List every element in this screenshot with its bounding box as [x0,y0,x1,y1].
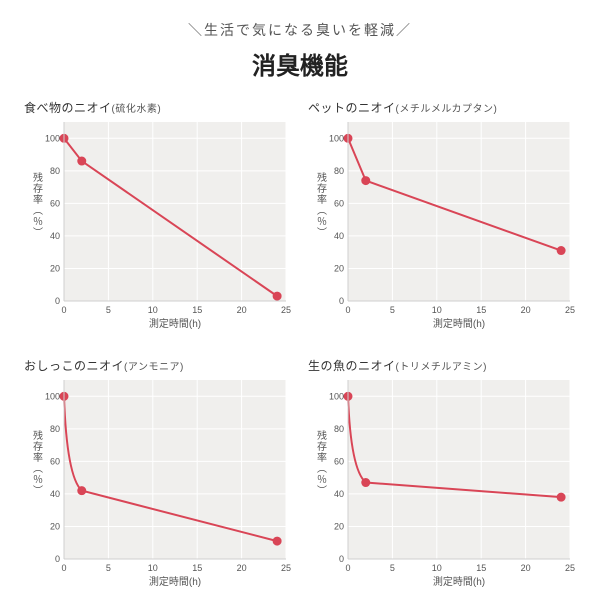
svg-text:100: 100 [329,133,344,143]
panel-title-sub: (トリメチルアミン) [396,362,487,373]
svg-text:40: 40 [50,231,60,241]
svg-text:100: 100 [45,391,60,401]
svg-text:20: 20 [521,305,531,315]
svg-text:10: 10 [148,305,158,315]
chart-area: 0 5 10 15 20 25 0 20 40 60 80 100 残存率（％） 測定時間(h) [24,118,292,333]
svg-text:100: 100 [329,391,344,401]
panel-title: 食べ物のニオイ(硫化水素) [24,99,292,116]
x-axis-label: 測定時間(h) [149,317,201,330]
svg-text:5: 5 [390,305,395,315]
svg-text:80: 80 [334,424,344,434]
svg-text:10: 10 [148,563,158,573]
panel-title: ペットのニオイ(メチルメルカプタン) [308,99,576,116]
chart-svg: 0 5 10 15 20 25 0 20 40 60 80 100 残存率（％） 測定時間(h) [308,376,576,591]
y-axis-label: 残存率（％） [315,429,327,496]
svg-text:100: 100 [45,133,60,143]
series-marker [362,177,370,185]
panel-title-sub: (硫化水素) [112,104,162,115]
svg-text:0: 0 [345,305,350,315]
svg-text:80: 80 [50,424,60,434]
x-axis-label: 測定時間(h) [433,317,485,330]
panel-title-main: 生の魚のニオイ [308,359,396,373]
svg-text:80: 80 [50,166,60,176]
svg-text:15: 15 [192,563,202,573]
x-axis-label: 測定時間(h) [433,575,485,588]
chart-grid: 食べ物のニオイ(硫化水素) 0510152025020406080100残存率（… [24,99,576,591]
svg-text:25: 25 [565,305,575,315]
svg-text:60: 60 [50,456,60,466]
svg-text:5: 5 [390,563,395,573]
svg-text:0: 0 [55,554,60,564]
main-title: 消臭機能 [252,46,348,81]
svg-text:15: 15 [192,305,202,315]
chart-area: 0 5 10 15 20 25 0 20 40 60 80 100 残存率（％） 測定時間(h) [308,376,576,591]
svg-text:40: 40 [334,231,344,241]
chart-area: 0 5 10 15 20 25 0 20 40 60 80 100 残存率（％） 測定時間(h) [24,376,292,591]
panel-1: ペットのニオイ(メチルメルカプタン) 0 5 10 15 20 25 0 20 40 60 80 10… [308,99,576,333]
panel-3: 生の魚のニオイ(トリメチルアミン) 0 5 10 15 20 25 0 20 40 60 80 100… [308,357,576,591]
chart-svg: 0 5 10 15 20 25 0 20 40 60 80 100 残存率（％） 測定時間(h) [308,118,576,333]
series-marker [273,537,281,545]
y-axis-label: 残存率（％） [31,171,43,238]
svg-text:0: 0 [61,305,66,315]
page: { "tagline": "＼生活で気になる臭いを軽減／", "main_tit… [0,0,600,600]
panel-title-sub: (アンモニア) [124,362,184,373]
panel-title: おしっこのニオイ(アンモニア) [24,357,292,374]
svg-text:15: 15 [476,305,486,315]
svg-text:60: 60 [334,198,344,208]
svg-text:10: 10 [432,563,442,573]
svg-text:40: 40 [50,489,60,499]
panel-title-main: おしっこのニオイ [24,359,124,373]
svg-text:15: 15 [476,563,486,573]
svg-text:25: 25 [281,563,291,573]
svg-text:10: 10 [432,305,442,315]
chart-area: 0 5 10 15 20 25 0 20 40 60 80 100 残存率（％） 測定時間(h) [308,118,576,333]
svg-text:20: 20 [237,305,247,315]
svg-text:40: 40 [334,489,344,499]
svg-text:5: 5 [106,305,111,315]
tagline: ＼生活で気になる臭いを軽減／ [188,20,412,40]
panel-0: 食べ物のニオイ(硫化水素) 0 5 10 15 20 25 0 20 40 60 80 100 残存率（… [24,99,292,333]
series-marker [78,487,86,495]
series-marker [557,247,565,255]
panel-title: 生の魚のニオイ(トリメチルアミン) [308,357,576,374]
chart-svg: 0 5 10 15 20 25 0 20 40 60 80 100 残存率（％） 測定時間(h) [24,118,292,333]
svg-text:20: 20 [50,263,60,273]
svg-text:20: 20 [521,563,531,573]
series-marker [78,157,86,165]
svg-text:60: 60 [334,456,344,466]
series-marker [273,292,281,300]
svg-text:0: 0 [61,563,66,573]
y-axis-label: 残存率（％） [31,429,43,496]
svg-text:5: 5 [106,563,111,573]
x-axis-label: 測定時間(h) [149,575,201,588]
panel-title-main: 食べ物のニオイ [24,101,112,115]
svg-text:20: 20 [334,521,344,531]
svg-text:0: 0 [345,563,350,573]
svg-text:60: 60 [50,198,60,208]
panel-2: おしっこのニオイ(アンモニア) 0 5 10 15 20 25 0 20 40 60 80 100 残存… [24,357,292,591]
y-axis-label: 残存率（％） [315,171,327,238]
svg-text:0: 0 [339,554,344,564]
svg-text:20: 20 [237,563,247,573]
svg-text:20: 20 [334,263,344,273]
svg-text:20: 20 [50,521,60,531]
panel-title-sub: (メチルメルカプタン) [396,104,498,115]
svg-text:0: 0 [339,296,344,306]
svg-text:25: 25 [281,305,291,315]
panel-title-main: ペットのニオイ [308,101,396,115]
svg-text:0: 0 [55,296,60,306]
svg-text:25: 25 [565,563,575,573]
series-marker [362,479,370,487]
series-marker [557,493,565,501]
svg-text:80: 80 [334,166,344,176]
chart-svg: 0 5 10 15 20 25 0 20 40 60 80 100 残存率（％） 測定時間(h) [24,376,292,591]
